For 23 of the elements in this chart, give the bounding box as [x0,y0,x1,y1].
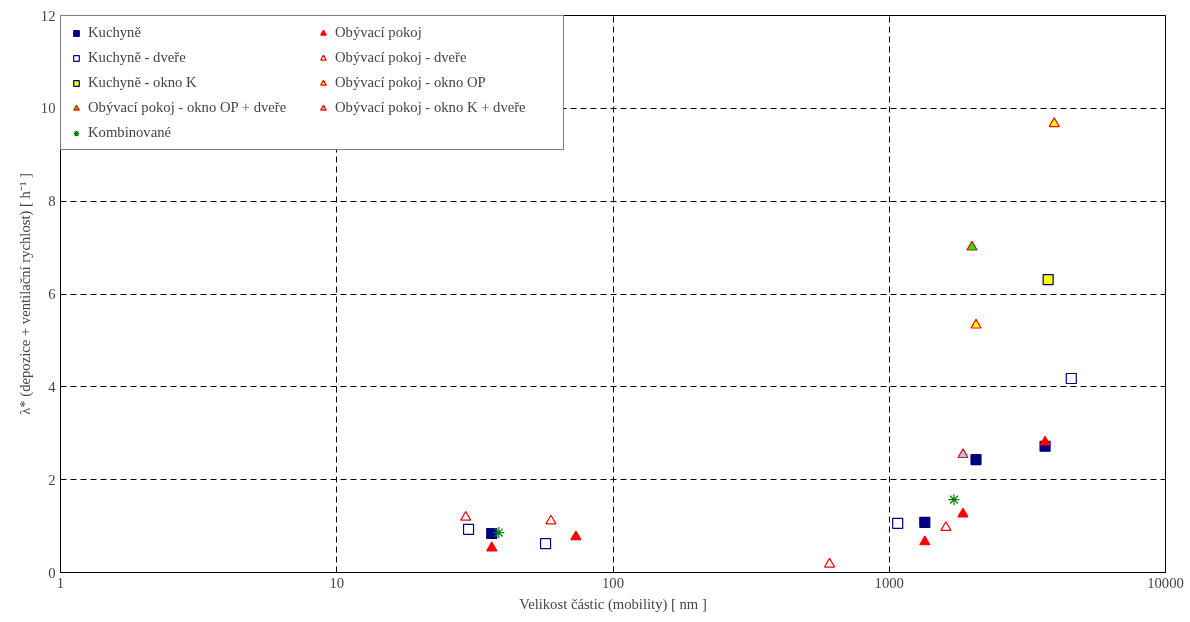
legend-label: Obývací pokoj - okno K + dveře [335,99,527,116]
x-axis-title: Velikost částic (mobility) [ nm ] [519,595,707,613]
y-tick-label: 0 [48,564,56,581]
y-tick-label: 10 [40,100,56,117]
y-tick-label: 2 [48,471,56,488]
legend-label: Kombinované [88,124,173,141]
legend-label: Obývací pokoj - dveře [335,49,468,66]
legend-label: Kuchyně - okno K [88,74,198,91]
x-tick-label: 1 [56,574,65,591]
y-tick-label: 6 [48,286,56,302]
x-tick-label: 100 [602,574,624,591]
legend-label: Obývací pokoj - okno OP + dveře [88,99,288,116]
y-tick-label: 8 [48,193,56,210]
legend-label: Obývací pokoj [335,24,423,41]
legend-label: Obývací pokoj - okno OP [335,74,487,91]
y-tick-label: 4 [48,378,57,395]
legend-label: Kuchyně [88,24,142,41]
y-tick-label: 12 [40,7,56,24]
x-tick-label: 1000 [874,574,904,591]
legend-label: Kuchyně - dveře [88,49,187,66]
x-tick-label: 10000 [1147,574,1184,591]
x-tick-label: 10 [329,574,345,591]
y-axis-title: λ* (depozice + ventilační rychlost) [ h⁻¹ ] [16,173,34,415]
